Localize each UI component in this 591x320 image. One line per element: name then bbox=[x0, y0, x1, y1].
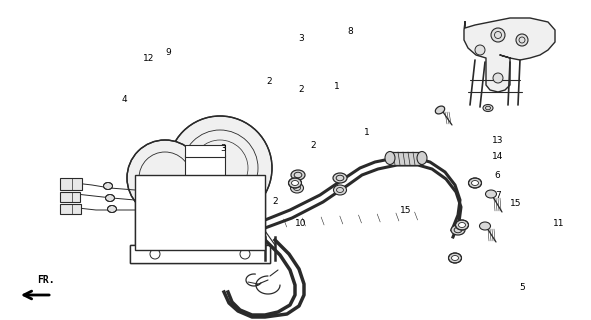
Text: FR.: FR. bbox=[37, 275, 54, 285]
Ellipse shape bbox=[469, 178, 482, 188]
Text: 14: 14 bbox=[492, 152, 504, 161]
Text: 13: 13 bbox=[492, 136, 504, 145]
Text: 9: 9 bbox=[165, 48, 171, 57]
Ellipse shape bbox=[108, 205, 116, 212]
Text: 2: 2 bbox=[310, 141, 316, 150]
Circle shape bbox=[475, 45, 485, 55]
Bar bbox=[185, 155, 225, 177]
Text: 10: 10 bbox=[294, 220, 306, 228]
Text: 11: 11 bbox=[553, 220, 565, 228]
Ellipse shape bbox=[106, 195, 115, 202]
Text: 2: 2 bbox=[272, 197, 278, 206]
Circle shape bbox=[491, 28, 505, 42]
Ellipse shape bbox=[451, 225, 465, 235]
Circle shape bbox=[493, 73, 503, 83]
Text: 6: 6 bbox=[495, 171, 501, 180]
Ellipse shape bbox=[288, 178, 301, 188]
Ellipse shape bbox=[452, 255, 459, 260]
Text: 2: 2 bbox=[298, 85, 304, 94]
Bar bbox=[130, 245, 270, 263]
Text: 15: 15 bbox=[400, 206, 411, 215]
Ellipse shape bbox=[479, 222, 491, 230]
Ellipse shape bbox=[103, 182, 112, 189]
Ellipse shape bbox=[256, 222, 264, 228]
Ellipse shape bbox=[291, 183, 304, 193]
Text: 1: 1 bbox=[334, 82, 340, 91]
Bar bbox=[130, 245, 270, 263]
Text: 7: 7 bbox=[495, 191, 501, 200]
Circle shape bbox=[127, 140, 203, 216]
Bar bbox=[60, 192, 80, 202]
Bar bbox=[185, 145, 225, 157]
Ellipse shape bbox=[449, 253, 462, 263]
Bar bbox=[135, 175, 265, 250]
Circle shape bbox=[516, 34, 528, 46]
Ellipse shape bbox=[417, 151, 427, 164]
Bar bbox=[60, 178, 82, 190]
Bar bbox=[60, 204, 81, 214]
Text: 3: 3 bbox=[298, 34, 304, 43]
Bar bbox=[135, 175, 265, 250]
Ellipse shape bbox=[472, 180, 479, 186]
Ellipse shape bbox=[459, 222, 466, 228]
Ellipse shape bbox=[385, 151, 395, 164]
Text: 3: 3 bbox=[220, 144, 226, 153]
Text: 4: 4 bbox=[121, 95, 127, 104]
Text: 2: 2 bbox=[267, 77, 272, 86]
Polygon shape bbox=[464, 18, 555, 92]
Text: 5: 5 bbox=[519, 283, 525, 292]
Circle shape bbox=[168, 116, 272, 220]
Text: 15: 15 bbox=[509, 199, 521, 208]
Ellipse shape bbox=[291, 170, 305, 180]
Ellipse shape bbox=[485, 190, 496, 198]
Text: 8: 8 bbox=[348, 27, 353, 36]
Ellipse shape bbox=[291, 180, 298, 186]
Bar bbox=[390, 152, 420, 165]
Ellipse shape bbox=[436, 106, 444, 114]
Text: 1: 1 bbox=[363, 128, 369, 137]
Text: 12: 12 bbox=[143, 54, 155, 63]
Ellipse shape bbox=[483, 105, 493, 111]
Ellipse shape bbox=[333, 185, 346, 195]
Ellipse shape bbox=[456, 220, 469, 230]
Ellipse shape bbox=[333, 173, 347, 183]
